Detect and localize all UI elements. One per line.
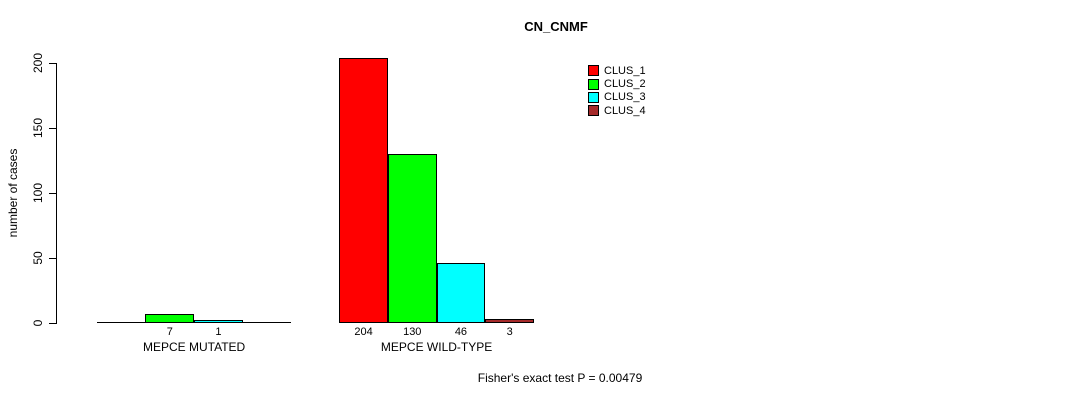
y-tick-label: 150 [31, 117, 45, 138]
x-group-label: MEPCE WILD-TYPE [380, 340, 493, 354]
bar-value-label: 130 [403, 326, 422, 338]
y-tick [49, 257, 56, 259]
bar-value-label: 46 [454, 326, 468, 338]
legend-item: CLUS_4 [588, 104, 646, 117]
y-tick [49, 63, 56, 64]
y-tick-label: 200 [31, 52, 45, 74]
y-tick [49, 192, 56, 194]
y-axis-label: number of cases [6, 148, 20, 238]
legend-label: CLUS_2 [604, 78, 646, 91]
bar-value-label: 204 [354, 326, 373, 338]
legend-swatch-clus_1 [588, 65, 599, 77]
legend-item: CLUS_1 [588, 64, 646, 77]
legend-item: CLUS_2 [588, 77, 646, 90]
bar-clus_1 [339, 57, 388, 323]
bar-clus_3 [436, 262, 486, 323]
legend-label: CLUS_3 [604, 91, 646, 104]
chart-title: CN_CNMF [524, 19, 588, 34]
bar-value-label: 3 [506, 326, 513, 338]
bar-value-label: 1 [215, 326, 222, 338]
y-tick [49, 127, 56, 129]
baseline [339, 321, 534, 323]
legend-item: CLUS_3 [588, 91, 646, 104]
baseline [96, 321, 292, 323]
y-tick [49, 322, 56, 324]
y-tick-label: 50 [31, 251, 45, 265]
x-group-label: MEPCE MUTATED [142, 340, 246, 354]
bar-clus_3 [194, 319, 243, 323]
legend-swatch-clus_2 [588, 78, 599, 90]
y-tick-label: 0 [31, 319, 45, 327]
y-tick-label: 100 [31, 182, 45, 203]
legend-swatch-clus_4 [588, 105, 599, 117]
y-axis-line [56, 63, 57, 324]
bar-value-label: 7 [166, 326, 173, 338]
bar-clus_4 [485, 318, 534, 323]
annotation-fisher-test: Fisher's exact test P = 0.00479 [477, 371, 643, 385]
legend: CLUS_1 CLUS_2 CLUS_3 CLUS_4 [588, 64, 646, 118]
legend-label: CLUS_4 [604, 104, 646, 117]
legend-label: CLUS_1 [604, 64, 646, 77]
bar-clus_2 [145, 313, 195, 323]
bar-clus_2 [387, 153, 437, 323]
legend-swatch-clus_3 [588, 91, 599, 103]
